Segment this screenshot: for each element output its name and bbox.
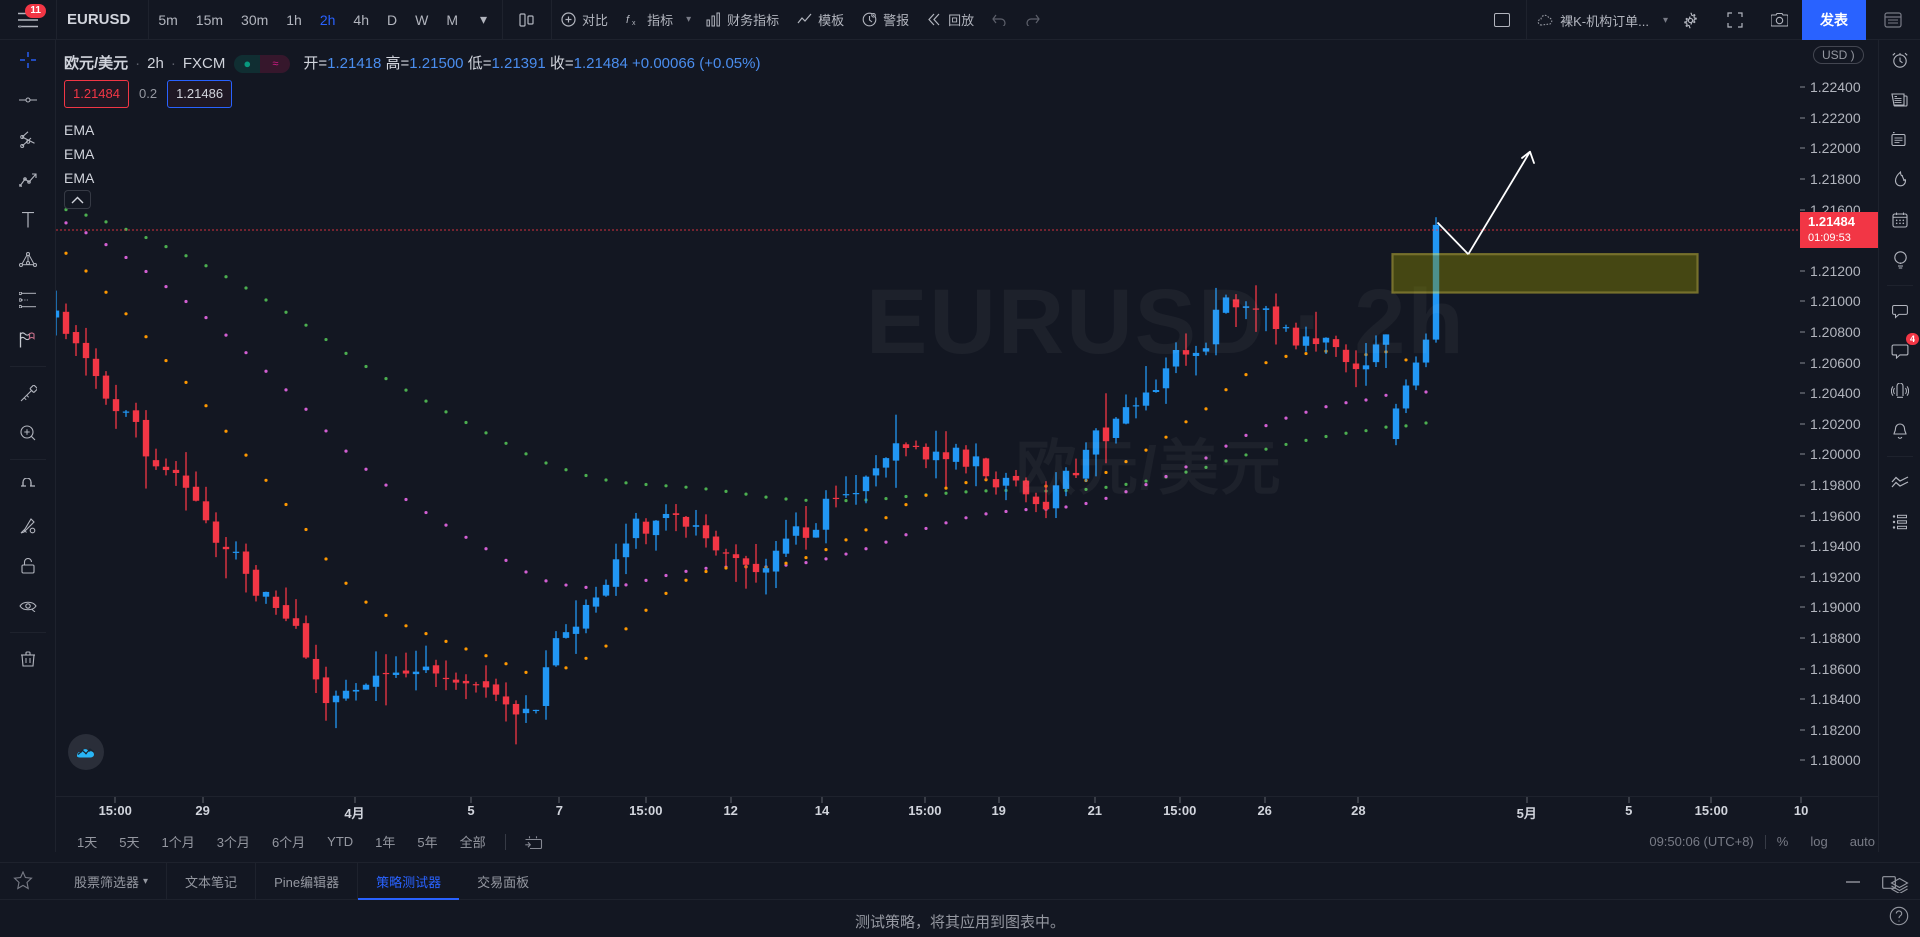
svg-text:f: f <box>626 14 630 26</box>
svg-text:x: x <box>632 20 636 27</box>
